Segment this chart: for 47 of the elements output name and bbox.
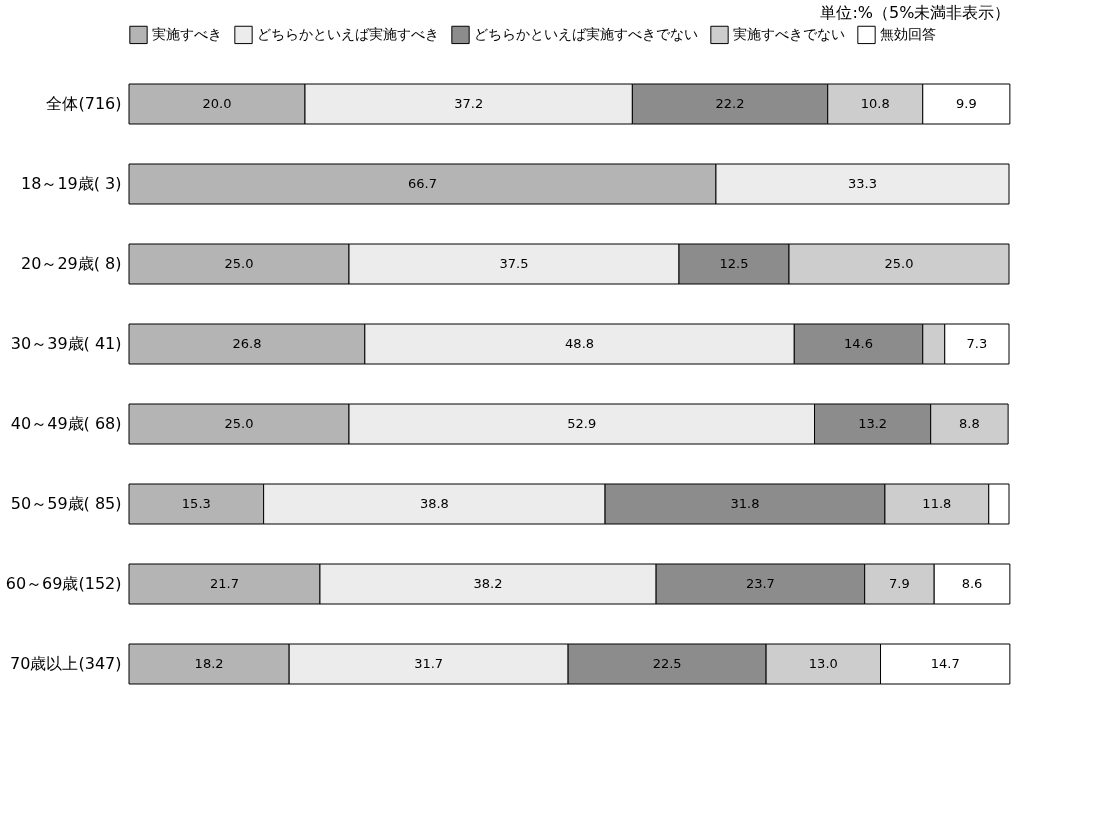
data-label: 48.8 <box>565 336 595 351</box>
data-label: 15.3 <box>181 496 211 511</box>
y-tick-label: 18～19歳( 3) <box>21 174 122 193</box>
legend-label: 無効回答 <box>880 25 936 42</box>
legend-label: 実施すべきでない <box>733 25 845 42</box>
data-label: 13.0 <box>808 656 838 671</box>
y-tick-label: 20～29歳( 8) <box>21 254 122 273</box>
data-label: 38.2 <box>473 576 503 591</box>
data-label: 33.3 <box>848 176 877 191</box>
data-label: 11.8 <box>922 496 952 511</box>
legend-label: 実施すべき <box>152 25 222 42</box>
data-label: 37.2 <box>454 96 484 111</box>
data-label: 22.5 <box>652 656 682 671</box>
data-label: 38.8 <box>419 496 449 511</box>
data-label: 20.0 <box>202 96 232 111</box>
y-tick-label: 40～49歳( 68) <box>10 414 122 433</box>
data-label: 12.5 <box>719 256 749 271</box>
y-tick-label: 30～39歳( 41) <box>10 334 122 353</box>
data-label: 7.3 <box>966 336 988 351</box>
data-label: 9.9 <box>955 96 977 111</box>
y-tick-label: 全体(716) <box>46 94 122 113</box>
data-label: 31.7 <box>414 656 444 671</box>
data-label: 37.5 <box>499 256 529 271</box>
data-label: 14.6 <box>844 336 873 351</box>
data-label: 31.8 <box>730 496 760 511</box>
data-label: 7.9 <box>889 576 910 591</box>
data-label: 18.2 <box>194 656 224 671</box>
legend-label: どちらかといえば実施すべきでない <box>474 25 698 42</box>
data-label: 8.8 <box>959 416 980 431</box>
data-label: 26.8 <box>232 336 262 351</box>
text: 単位:%（5%未満非表示） <box>820 3 1011 22</box>
y-tick-label: 50～59歳( 85) <box>10 494 122 513</box>
data-label: 52.9 <box>567 416 597 431</box>
data-label: 13.2 <box>858 416 888 431</box>
data-label: 25.0 <box>224 256 254 271</box>
data-label: 25.0 <box>224 416 254 431</box>
data-label: 25.0 <box>884 256 914 271</box>
data-label: 10.8 <box>860 96 890 111</box>
data-label: 14.7 <box>930 656 960 671</box>
y-tick-label: 70歳以上(347) <box>10 654 122 673</box>
data-label: 23.7 <box>745 576 775 591</box>
legend-label: どちらかといえば実施すべき <box>257 25 439 42</box>
data-label: 66.7 <box>408 176 437 191</box>
data-label: 22.2 <box>715 96 745 111</box>
data-label: 8.6 <box>961 576 983 591</box>
y-tick-label: 60～69歳(152) <box>5 574 122 593</box>
data-label: 21.7 <box>210 576 239 591</box>
